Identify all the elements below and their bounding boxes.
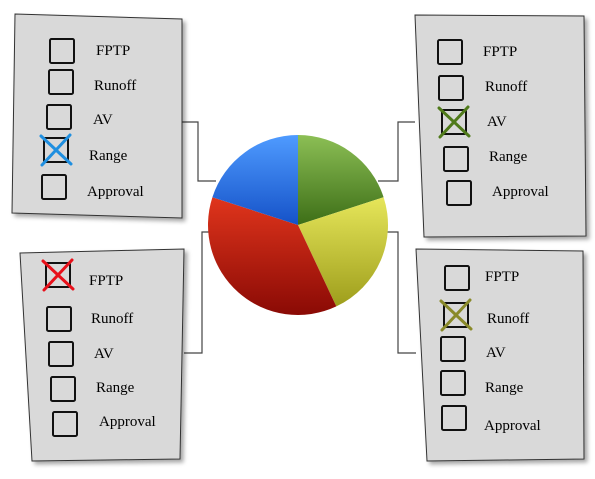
option-label-range: Range — [89, 148, 128, 164]
checkbox-range[interactable] — [443, 146, 469, 172]
option-label-approval: Approval — [87, 184, 144, 200]
option-label-fptp: FPTP — [485, 269, 519, 285]
checkbox-range[interactable] — [440, 370, 466, 396]
connector-top-left — [182, 121, 216, 182]
ballot-card-bottom-left: FPTP Runoff AV Range Approval — [19, 248, 185, 462]
option-label-fptp: FPTP — [89, 273, 123, 289]
pie-slice-bottom-right — [298, 197, 389, 307]
checkbox-fptp[interactable] — [45, 262, 71, 288]
pie-slice-top-left — [212, 135, 298, 225]
checkbox-range[interactable] — [50, 376, 76, 402]
option-label-av: AV — [93, 112, 113, 128]
check-mark-icon — [41, 258, 75, 292]
checkbox-av[interactable] — [441, 109, 467, 135]
connector-bottom-right — [386, 231, 416, 354]
checkbox-runoff[interactable] — [443, 302, 469, 328]
checkbox-approval[interactable] — [52, 411, 78, 437]
option-label-range: Range — [489, 149, 528, 165]
pie-slice-bottom-left — [207, 197, 337, 315]
ballot-card-top-right: FPTP Runoff AV Range Approval — [414, 14, 587, 238]
option-label-approval: Approval — [484, 418, 541, 434]
option-label-runoff: Runoff — [485, 79, 527, 95]
checkbox-av[interactable] — [46, 104, 72, 130]
pie-slice-top-right — [298, 135, 384, 225]
checkbox-av[interactable] — [48, 341, 74, 367]
option-label-approval: Approval — [99, 414, 156, 430]
checkbox-runoff[interactable] — [46, 306, 72, 332]
option-label-range: Range — [96, 380, 135, 396]
option-label-runoff: Runoff — [487, 311, 529, 327]
checkbox-approval[interactable] — [446, 180, 472, 206]
checkbox-fptp[interactable] — [444, 265, 470, 291]
checkbox-range[interactable] — [43, 137, 69, 163]
option-label-av: AV — [487, 114, 507, 130]
checkbox-approval[interactable] — [441, 405, 467, 431]
checkbox-av[interactable] — [440, 336, 466, 362]
option-label-approval: Approval — [492, 184, 549, 200]
option-label-av: AV — [94, 346, 114, 362]
pie-chart — [207, 135, 389, 315]
check-mark-icon — [439, 298, 473, 332]
checkbox-fptp[interactable] — [49, 38, 75, 64]
connector-top-right — [378, 121, 415, 182]
option-label-av: AV — [486, 345, 506, 361]
ballot-card-top-left: FPTP Runoff AV Range Approval — [11, 13, 183, 219]
checkbox-runoff[interactable] — [438, 75, 464, 101]
option-label-fptp: FPTP — [483, 44, 517, 60]
checkbox-fptp[interactable] — [437, 39, 463, 65]
option-label-fptp: FPTP — [96, 43, 130, 59]
option-label-runoff: Runoff — [94, 78, 136, 94]
check-mark-icon — [39, 133, 73, 167]
option-label-range: Range — [485, 380, 524, 396]
checkbox-runoff[interactable] — [48, 69, 74, 95]
option-label-runoff: Runoff — [91, 311, 133, 327]
ballot-card-bottom-right: FPTP Runoff AV Range Approval — [415, 248, 585, 462]
check-mark-icon — [437, 105, 471, 139]
checkbox-approval[interactable] — [41, 174, 67, 200]
